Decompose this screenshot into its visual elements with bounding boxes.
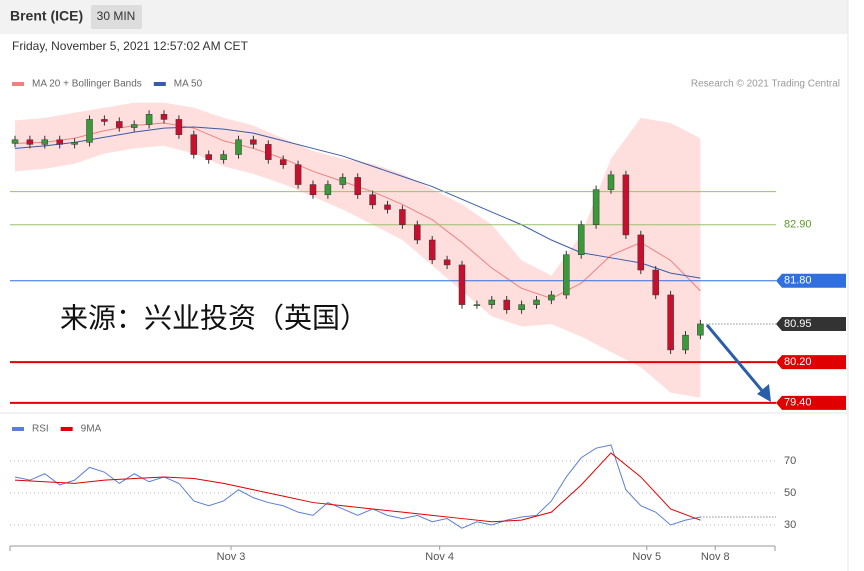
candle-body	[577, 224, 585, 256]
rsi-ma-line	[14, 452, 701, 523]
candle-body	[503, 299, 510, 310]
candle-body	[101, 119, 108, 122]
candle-body	[428, 239, 436, 261]
candle-body	[190, 134, 198, 155]
level-label: 80.20	[784, 356, 812, 368]
candle-body	[324, 184, 332, 195]
candle-body	[488, 299, 496, 305]
candle-body	[518, 304, 525, 310]
candle-body	[697, 323, 704, 336]
legend-swatch	[12, 82, 24, 86]
legend-label: RSI	[32, 424, 49, 435]
current-label: 80.95	[784, 318, 812, 330]
x-tick-label: Nov 4	[425, 551, 454, 563]
x-tick-label: Nov 3	[217, 551, 246, 563]
forecast-arrow	[705, 324, 766, 394]
x-tick-label: Nov 8	[701, 551, 730, 563]
candle-body	[414, 224, 421, 241]
candle-body	[384, 204, 391, 210]
candle-body	[458, 264, 466, 305]
rsi-line	[14, 444, 701, 529]
candle-body	[265, 144, 272, 160]
candle-body	[279, 159, 287, 165]
candle-body	[116, 121, 123, 128]
current-tag	[776, 316, 846, 331]
candle-body	[652, 269, 659, 296]
legend-label: MA 50	[174, 79, 203, 90]
ma50-line	[14, 126, 701, 279]
level-label: 82.90	[784, 219, 812, 231]
candle-body	[637, 234, 645, 271]
candle-body	[205, 154, 212, 160]
candle-body	[607, 174, 615, 190]
candle-body	[563, 254, 570, 296]
candle-body	[354, 177, 361, 195]
arrow-head	[757, 384, 771, 402]
level-tag	[776, 273, 846, 288]
candle-body	[548, 294, 555, 301]
candle-body	[369, 194, 376, 206]
candle-body	[682, 334, 689, 351]
candle-body	[11, 139, 19, 144]
legend-swatch	[12, 427, 24, 431]
candle-body	[26, 139, 34, 145]
candle-body	[294, 164, 302, 185]
candle-body	[533, 299, 540, 305]
candle-body	[71, 142, 78, 145]
legend-label: MA 20 + Bollinger Bands	[32, 79, 142, 90]
candle-body	[220, 154, 227, 160]
level-label: 81.80	[784, 275, 812, 287]
candle-body	[667, 294, 674, 351]
legend-label: 9MA	[81, 424, 102, 435]
candle-body	[399, 209, 406, 225]
candle-body	[443, 259, 451, 266]
candle-body	[339, 177, 347, 185]
interval[interactable]: 30 MIN	[97, 9, 136, 23]
interval-badge[interactable]	[91, 5, 142, 29]
watermark: 来源：兴业投资（英国）	[60, 302, 368, 333]
candle-body	[86, 119, 93, 143]
symbol: Brent (ICE)	[10, 8, 83, 24]
bollinger-band	[15, 102, 701, 398]
y-tick-label: 70	[784, 455, 796, 467]
legend-swatch	[60, 427, 73, 431]
candle-body	[175, 119, 183, 135]
credit: Research © 2021 Trading Central	[691, 79, 840, 90]
candle-body	[473, 304, 481, 306]
candle-body	[309, 184, 317, 195]
candle-body	[145, 114, 153, 125]
candle-body	[56, 139, 63, 145]
candle-body	[250, 139, 257, 145]
y-tick-label: 50	[784, 487, 796, 499]
datetime: Friday, November 5, 2021 12:57:02 AM CET	[12, 39, 249, 53]
x-tick-label: Nov 5	[632, 551, 661, 563]
legend-swatch	[153, 82, 166, 86]
candle-body	[41, 139, 49, 145]
candle-body	[130, 124, 138, 128]
level-tag	[776, 355, 846, 370]
level-label: 79.40	[784, 397, 812, 409]
candle-body	[160, 114, 168, 120]
y-tick-label: 30	[784, 519, 796, 531]
candle-body	[622, 174, 630, 236]
level-tag	[776, 395, 846, 410]
candle-body	[592, 189, 600, 225]
candle-body	[235, 139, 242, 155]
